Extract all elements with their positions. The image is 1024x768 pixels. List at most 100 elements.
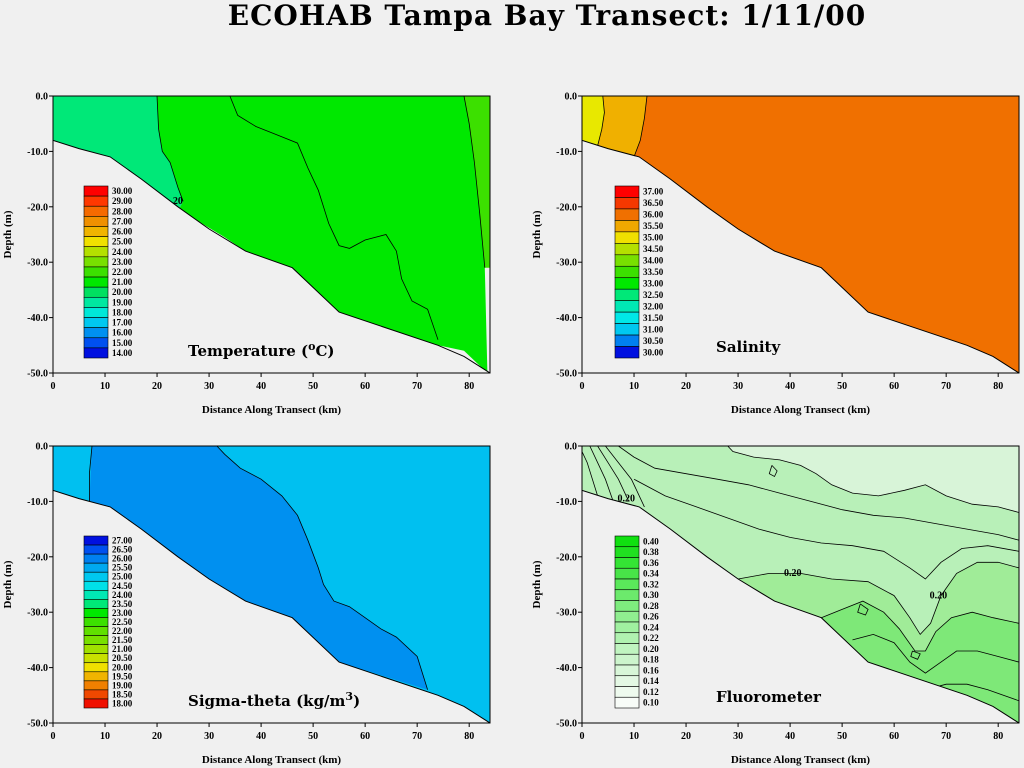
contour-label-2: 0.20 bbox=[930, 590, 948, 601]
colorbar-label: 30.00 bbox=[643, 347, 664, 357]
colorbar: 0.400.380.360.340.320.300.280.260.240.22… bbox=[614, 535, 659, 709]
y-tick-label: -10.0 bbox=[27, 147, 48, 158]
x-tick-label: 20 bbox=[152, 731, 162, 742]
colorbar-label: 0.10 bbox=[643, 698, 659, 708]
colorbar-swatch bbox=[614, 557, 640, 569]
colorbar-swatch bbox=[614, 288, 640, 301]
colorbar-swatch bbox=[614, 686, 640, 698]
colorbar: 27.0026.5026.0025.5025.0024.5024.0023.50… bbox=[83, 536, 133, 708]
x-tick-label: 20 bbox=[681, 731, 691, 742]
colorbar-swatch bbox=[614, 243, 640, 256]
x-tick-label: 0 bbox=[580, 381, 585, 392]
colorbar-swatch bbox=[83, 327, 109, 339]
colorbar-label: 25.00 bbox=[112, 572, 133, 582]
colorbar-label: 0.36 bbox=[643, 558, 659, 568]
contour-line-10 bbox=[852, 633, 1019, 674]
colorbar-label: 23.50 bbox=[112, 599, 133, 609]
contour-fill-2 bbox=[157, 96, 488, 373]
colorbar-label: 21.50 bbox=[112, 635, 133, 645]
colorbar-swatch bbox=[83, 599, 109, 609]
colorbar-swatch bbox=[83, 307, 109, 318]
colorbar-label: 0.22 bbox=[643, 633, 659, 643]
y-axis-label: Depth (m) bbox=[2, 560, 14, 608]
contour-line-2 bbox=[589, 446, 614, 502]
y-tick-label: 0.0 bbox=[36, 92, 49, 103]
colorbar-swatch bbox=[614, 254, 640, 267]
contour-line-3 bbox=[597, 446, 630, 502]
colorbar-label: 0.32 bbox=[643, 579, 659, 589]
x-tick-label: 70 bbox=[412, 381, 422, 392]
colorbar-label: 0.14 bbox=[643, 676, 659, 686]
colorbar-label: 21.00 bbox=[112, 644, 133, 654]
y-tick-label: -40.0 bbox=[556, 663, 577, 674]
colorbar-label: 0.24 bbox=[643, 622, 659, 632]
colorbar-swatch bbox=[614, 334, 640, 347]
colorbar-swatch bbox=[83, 266, 109, 278]
contour-line-2 bbox=[633, 96, 648, 158]
colorbar-label: 26.50 bbox=[112, 545, 133, 555]
contour-fill-4 bbox=[821, 601, 1019, 723]
x-tick-label: 0 bbox=[580, 731, 585, 742]
colorbar-swatch bbox=[614, 567, 640, 580]
colorbar-swatch bbox=[614, 208, 640, 221]
panel-title: Salinity bbox=[716, 338, 781, 356]
panel-title: Temperature (oC) bbox=[188, 340, 335, 360]
chart-panel-4: 0.20 0.20 0.20 0 10 20 30 40 50 60 70 80 0.0 -10.0 -20… bbox=[531, 442, 1020, 766]
colorbar-swatch bbox=[83, 689, 109, 700]
contour-line-1 bbox=[597, 96, 605, 146]
colorbar-label: 26.00 bbox=[112, 227, 133, 237]
plot-area bbox=[582, 446, 1019, 723]
x-tick-label: 70 bbox=[941, 381, 951, 392]
colorbar-swatch bbox=[83, 590, 109, 600]
colorbar-label: 34.00 bbox=[643, 256, 664, 266]
colorbar-label: 20.00 bbox=[112, 287, 133, 297]
colorbar-swatch bbox=[614, 300, 640, 313]
x-axis-label: Distance Along Transect (km) bbox=[731, 404, 871, 416]
colorbar-label: 25.50 bbox=[112, 563, 133, 573]
x-tick-label: 50 bbox=[837, 381, 847, 392]
colorbar-label: 27.00 bbox=[112, 536, 133, 546]
colorbar-label: 0.40 bbox=[643, 536, 659, 546]
colorbar-swatch bbox=[83, 216, 109, 227]
chart-panel-3: 0 10 20 30 40 50 60 70 80 0.0 -10.0 -20.0 -30.0 -40.0… bbox=[2, 442, 491, 766]
y-tick-label: -10.0 bbox=[556, 147, 577, 158]
bathymetry-line bbox=[53, 489, 490, 723]
colorbar-swatch bbox=[614, 323, 640, 336]
y-axis-label: Depth (m) bbox=[531, 210, 543, 258]
contour-line-8 bbox=[738, 561, 1019, 636]
contour-fill-2 bbox=[597, 96, 647, 157]
colorbar-swatch bbox=[83, 205, 109, 217]
contour-fill-1 bbox=[582, 96, 605, 146]
x-tick-label: 10 bbox=[100, 731, 110, 742]
colorbar-label: 19.00 bbox=[112, 680, 133, 690]
colorbar-label: 36.00 bbox=[643, 210, 664, 220]
colorbar-swatch bbox=[614, 589, 640, 601]
colorbar-swatch bbox=[614, 632, 640, 644]
colorbar-label: 18.00 bbox=[112, 698, 133, 708]
x-tick-label: 80 bbox=[993, 381, 1003, 392]
x-tick-label: 60 bbox=[889, 731, 899, 742]
x-tick-label: 70 bbox=[412, 731, 422, 742]
y-tick-label: -50.0 bbox=[556, 369, 577, 380]
colorbar-label: 27.00 bbox=[112, 216, 133, 226]
contour-line-9 bbox=[821, 600, 1019, 652]
y-tick-label: -20.0 bbox=[556, 552, 577, 563]
colorbar-label: 36.50 bbox=[643, 198, 664, 208]
contour-line-1 bbox=[582, 451, 598, 497]
contour-label-1: 0.20 bbox=[784, 568, 802, 579]
colorbar-swatch bbox=[83, 236, 109, 248]
plot-frame bbox=[581, 95, 1020, 374]
colorbar-label: 15.00 bbox=[112, 338, 133, 348]
contour-line-6 bbox=[618, 446, 1019, 541]
colorbar-swatch bbox=[614, 197, 640, 210]
y-tick-label: -20.0 bbox=[27, 202, 48, 213]
colorbar-label: 33.00 bbox=[643, 278, 664, 288]
y-tick-label: -50.0 bbox=[556, 719, 577, 730]
colorbar-swatch bbox=[614, 664, 640, 677]
colorbar-swatch bbox=[614, 346, 640, 359]
colorbar-label: 28.00 bbox=[112, 206, 133, 216]
seafloor-mask bbox=[582, 140, 1019, 373]
y-tick-label: -30.0 bbox=[27, 258, 48, 269]
contour-line-2 bbox=[229, 96, 439, 340]
colorbar-label: 35.00 bbox=[643, 233, 664, 243]
